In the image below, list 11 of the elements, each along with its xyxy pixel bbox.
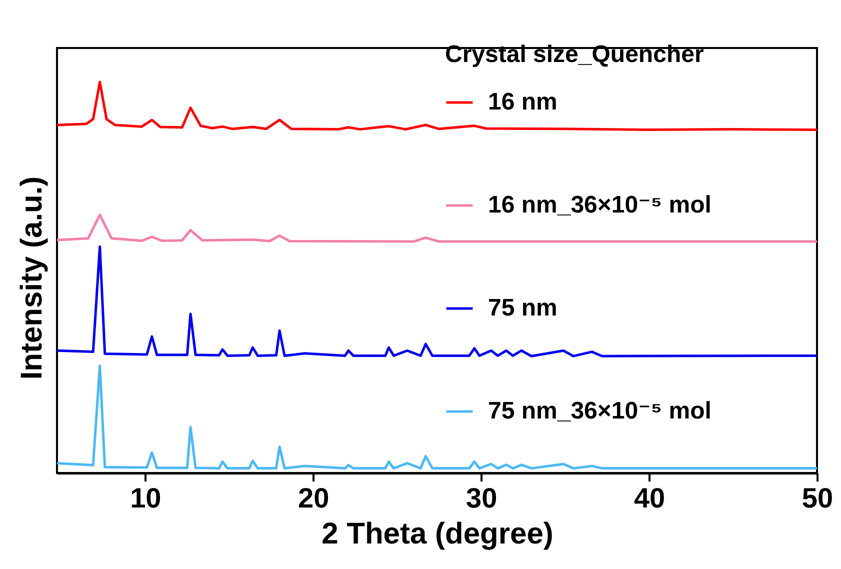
legend-label: 16 nm_36×10⁻⁵ mol	[488, 192, 712, 218]
x-tick-label: 20	[298, 482, 330, 514]
x-tick-label: 50	[802, 482, 834, 514]
legend-label: 16 nm	[488, 88, 558, 116]
x-tick-label: 10	[130, 482, 162, 514]
x-tick-label: 40	[634, 482, 666, 514]
y-axis-title: Intensity (a.u.)	[16, 176, 48, 380]
x-axis-title: 2 Theta (degree)	[322, 518, 554, 550]
legend-label: 75 nm	[488, 294, 558, 322]
legend-label: 75 nm_36×10⁻⁵ mol	[488, 398, 712, 424]
x-tick-label: 30	[466, 482, 498, 514]
